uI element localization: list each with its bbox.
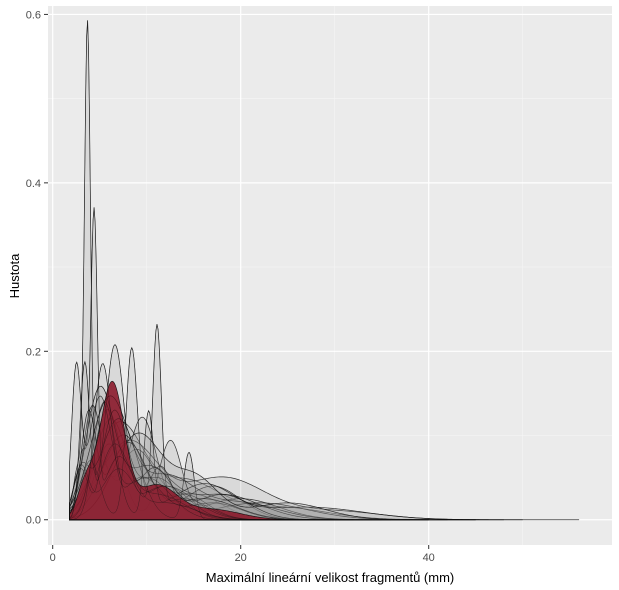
highlight-curve [69,20,448,521]
y-tick-label-1: 0.2 [26,346,41,358]
y-axis-title: Hustota [7,253,22,299]
x-axis-title: Maximální lineární velikost fragmentů (m… [206,570,455,585]
x-tick-label-1: 20 [235,552,247,564]
overlay-curve-line-11 [69,395,448,520]
axis-ticks: 0 20 40 0.0 0.2 0.4 0.6 [26,9,435,564]
y-tick-label-2: 0.4 [26,178,41,190]
x-tick-label-2: 40 [423,552,435,564]
y-tick-label-0: 0.0 [26,515,41,527]
y-tick-label-3: 0.6 [26,9,41,21]
x-tick-label-0: 0 [50,552,56,564]
plot-panel [48,6,612,545]
